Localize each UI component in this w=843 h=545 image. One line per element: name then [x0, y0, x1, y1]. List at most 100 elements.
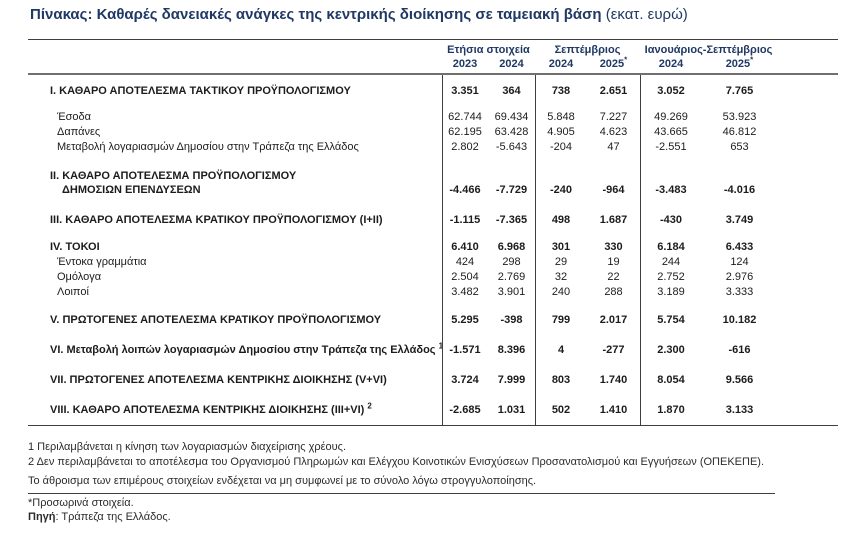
- value-cell: -1.571: [449, 344, 481, 356]
- data-table: Ετήσια στοιχεία Σεπτέμβριος Ιανουάριος-Σ…: [28, 39, 838, 426]
- value-cell: 498: [551, 214, 571, 226]
- table-row-accounts-change: Μεταβολή λογαριασμών Δημοσίου στην Τράπε…: [28, 140, 838, 154]
- row-label: V. ΠΡΩΤΟΓΕΝΕΣ ΑΠΟΤΕΛΕΣΜΑ ΚΡΑΤΙΚΟΥ ΠΡΟΫΠΟ…: [50, 314, 382, 326]
- value-cell: 301: [551, 241, 571, 253]
- year-label: 2024: [499, 58, 524, 70]
- page-title-unit: (εκατ. ευρώ): [605, 6, 688, 23]
- value-cell: 10.182: [722, 314, 757, 326]
- value-cell: 7.227: [599, 111, 628, 123]
- spacer-cell: [777, 255, 838, 269]
- value-cell: 124: [730, 256, 749, 268]
- year-label: 2025*: [725, 55, 754, 70]
- table-header: Ετήσια στοιχεία Σεπτέμβριος Ιανουάριος-Σ…: [28, 40, 838, 75]
- vertical-divider: [640, 75, 641, 425]
- row-label: VΙ. Μεταβολή λοιπών λογαριασμών Δημοσίου…: [50, 341, 444, 356]
- value-cell: -277: [602, 344, 625, 356]
- header-group-row: Ετήσια στοιχεία Σεπτέμβριος Ιανουάριος-Σ…: [28, 43, 838, 57]
- value-cell: 6.184: [657, 241, 685, 253]
- value-cell: 653: [730, 141, 749, 153]
- year-label: 2024: [548, 58, 574, 70]
- footnote-ref-2: 2: [367, 401, 372, 411]
- row-label: ΙΙΙ. ΚΑΘΑΡΟ ΑΠΟΤΕΛΕΣΜΑ ΚΡΑΤΙΚΟΥ ΠΡΟΫΠΟΛΟ…: [50, 214, 383, 226]
- value-cell: 4.623: [599, 126, 628, 138]
- value-cell: -616: [728, 344, 751, 356]
- value-cell: 3.189: [657, 286, 685, 298]
- value-cell: 2.300: [657, 344, 685, 356]
- value-cell: 502: [551, 404, 571, 416]
- page-title: Πίνακας: Καθαρές δανειακές ανάγκες της κ…: [30, 6, 688, 23]
- value-cell: 3.749: [725, 214, 754, 226]
- value-cell: 5.754: [657, 314, 685, 326]
- value-cell: 6.968: [497, 241, 526, 253]
- value-cell: 49.269: [654, 111, 688, 123]
- value-cell: -398: [500, 314, 523, 326]
- value-cell: 288: [604, 286, 623, 298]
- value-cell: -430: [659, 214, 683, 226]
- value-cell: 3.133: [725, 404, 754, 416]
- spacer-cell: [777, 43, 838, 57]
- table-row-III: ΙΙΙ. ΚΑΘΑΡΟ ΑΠΟΤΕΛΕΣΜΑ ΚΡΑΤΙΚΟΥ ΠΡΟΫΠΟΛΟ…: [28, 213, 838, 227]
- value-cell: 364: [502, 85, 521, 97]
- value-cell: 46.812: [722, 126, 757, 138]
- spacer-cell: [777, 213, 838, 227]
- value-cell: 240: [551, 286, 571, 298]
- value-cell: 7.765: [725, 85, 754, 97]
- value-cell: 1.740: [599, 374, 628, 386]
- row-label: Έντοκα γραμμάτια: [57, 256, 147, 268]
- value-cell: 47: [607, 141, 620, 153]
- value-cell: 1.410: [599, 404, 628, 416]
- spacer-cell: [777, 403, 838, 417]
- value-cell: 2.017: [599, 314, 628, 326]
- header-empty-cell: [28, 43, 442, 57]
- spacer-cell: [777, 110, 838, 124]
- value-cell: 29: [554, 256, 568, 268]
- value-cell: 424: [455, 256, 475, 268]
- table-row-II: ΙΙ. ΚΑΘΑΡΟ ΑΠΟΤΕΛΕΣΜΑ ΠΡΟΫΠΟΛΟΓΙΣΜΟΥ ΔΗΜ…: [28, 169, 838, 197]
- year-label: 2025*: [599, 55, 628, 70]
- header-empty-cell: [28, 57, 442, 71]
- value-cell: 1.870: [657, 404, 685, 416]
- value-cell: -2.551: [655, 141, 687, 153]
- value-cell: 799: [551, 314, 571, 326]
- value-cell: 6.410: [451, 241, 479, 253]
- row-label: ΙΙ. ΚΑΘΑΡΟ ΑΠΟΤΕΛΕΣΜΑ ΠΡΟΫΠΟΛΟΓΙΣΜΟΥ ΔΗΜ…: [50, 170, 297, 196]
- header-group-jan-sep: Ιανουάριος-Σεπτέμβριος: [644, 44, 773, 56]
- row-label: Ι. ΚΑΘΑΡΟ ΑΠΟΤΕΛΕΣΜΑ ΤΑΚΤΙΚΟΥ ΠΡΟΫΠΟΛΟΓΙ…: [50, 85, 351, 97]
- row-label: Ομόλογα: [57, 271, 102, 283]
- table-row-IV: ΙV. ΤΟΚΟΙ 6.410 6.968 301 330 6.184 6.43…: [28, 240, 838, 254]
- value-cell: 738: [551, 85, 571, 97]
- value-cell: 9.566: [725, 374, 754, 386]
- value-cell: 19: [607, 256, 620, 268]
- value-cell: -7.365: [495, 214, 528, 226]
- value-cell: 2.651: [599, 85, 628, 97]
- value-cell: 43.665: [654, 126, 688, 138]
- value-cell: 3.351: [451, 85, 479, 97]
- value-cell: 330: [604, 241, 623, 253]
- spacer-cell: [777, 285, 838, 299]
- value-cell: 69.434: [494, 111, 529, 123]
- source-note: Πηγή: Τράπεζα της Ελλάδος.: [28, 511, 171, 523]
- value-cell: 803: [551, 374, 571, 386]
- value-cell: 3.052: [657, 85, 685, 97]
- table-footnotes: 1 Περιλαμβάνεται η κίνηση των λογαριασμώ…: [28, 440, 838, 524]
- value-cell: 3.901: [497, 286, 526, 298]
- value-cell: 63.428: [494, 126, 529, 138]
- value-cell: 8.396: [497, 344, 526, 356]
- row-label: Έσοδα: [57, 111, 92, 123]
- header-group-september: Σεπτέμβριος: [554, 44, 621, 56]
- value-cell: 4.905: [547, 126, 575, 138]
- spacer-cell: [777, 270, 838, 284]
- value-cell: 1.031: [497, 404, 526, 416]
- table-row-other-interest: Λοιποί 3.482 3.901 240 288 3.189 3.333: [28, 285, 838, 299]
- value-cell: 244: [661, 256, 681, 268]
- row-label: Δαπάνες: [57, 126, 101, 138]
- spacer-cell: [777, 313, 838, 327]
- row-label: Λοιποί: [57, 286, 89, 298]
- value-cell: 2.504: [451, 271, 479, 283]
- value-cell: 62.744: [448, 111, 482, 123]
- value-cell: 2.769: [497, 271, 526, 283]
- value-cell: 1.687: [599, 214, 628, 226]
- value-cell: 2.802: [451, 141, 479, 153]
- value-cell: -5.643: [495, 141, 528, 153]
- spacer-cell: [777, 373, 838, 387]
